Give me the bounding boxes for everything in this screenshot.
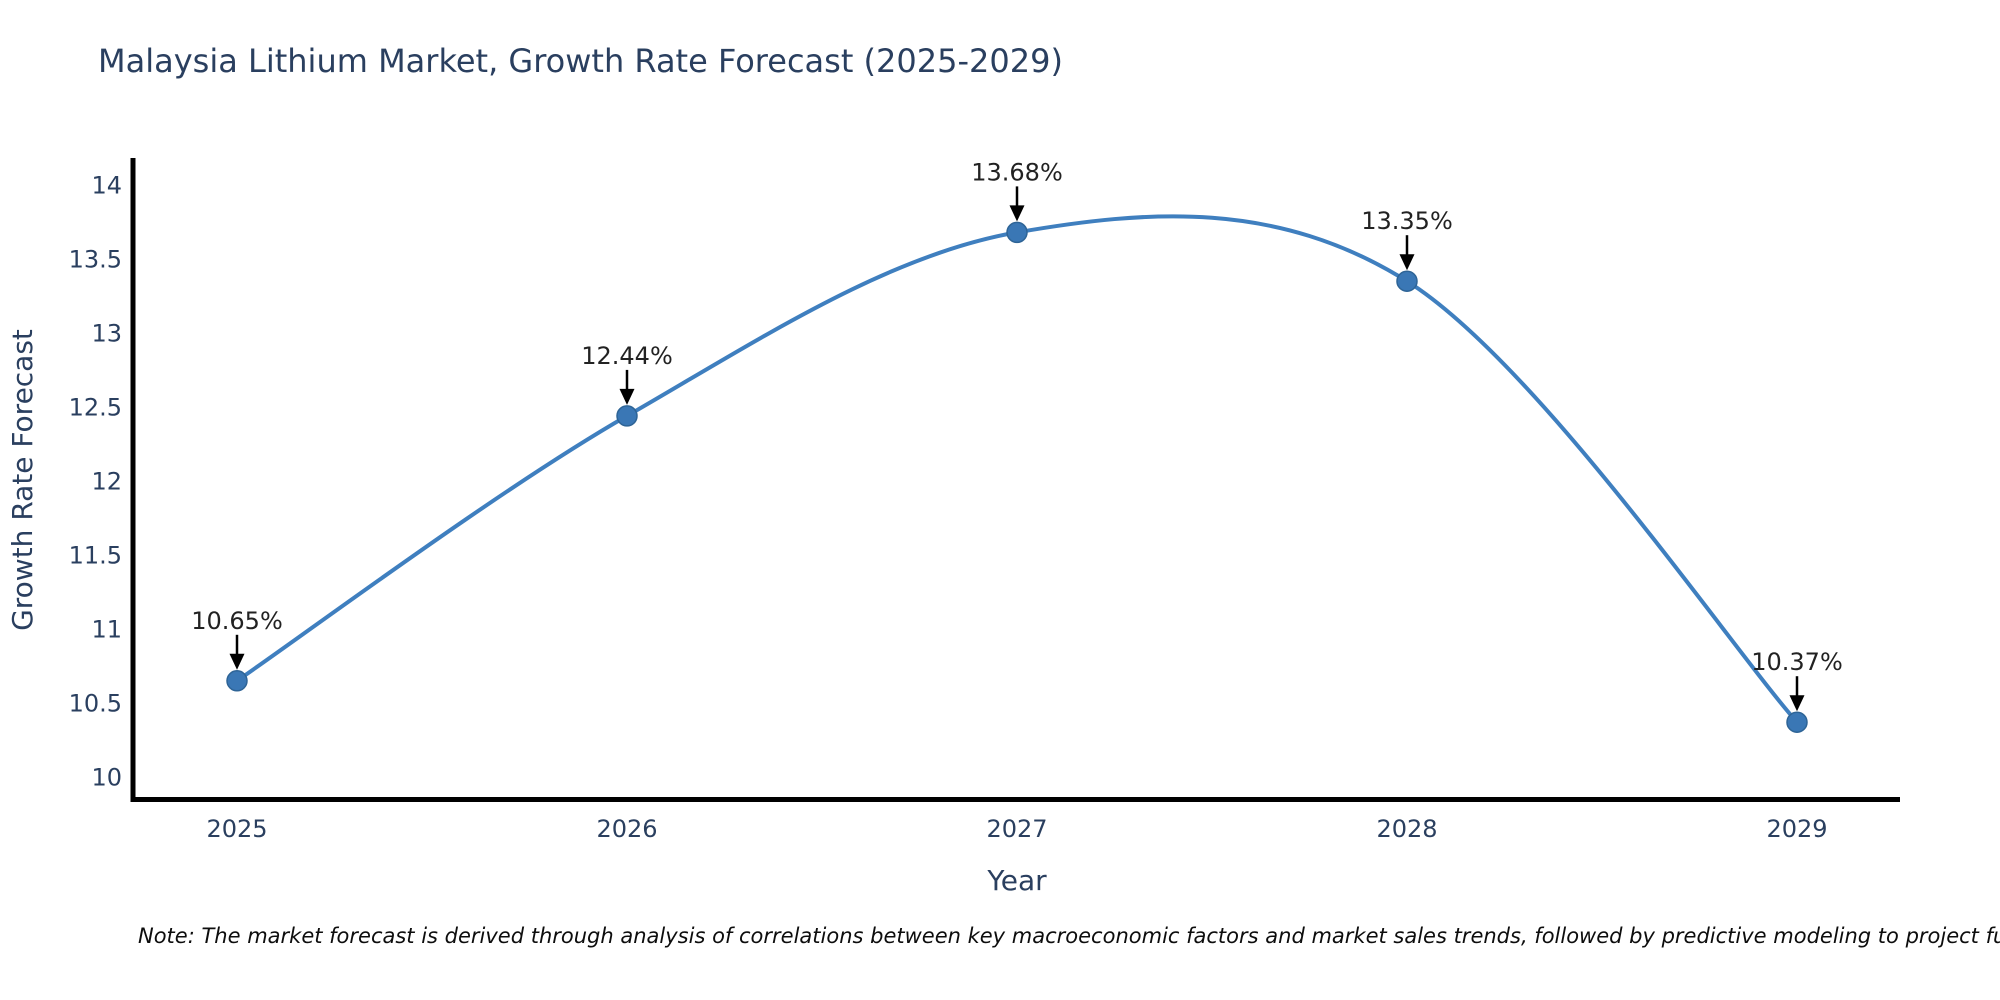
y-tick-label: 13.5 <box>69 246 122 274</box>
point-value-label: 13.68% <box>971 158 1063 186</box>
data-point-marker[interactable] <box>1786 711 1808 733</box>
y-tick-label: 11 <box>91 616 122 644</box>
y-tick-label: 12.5 <box>69 394 122 422</box>
x-axis-title: Year <box>986 864 1047 897</box>
point-value-label: 10.37% <box>1751 648 1843 676</box>
y-tick-label: 10 <box>91 764 122 792</box>
annotation-arrowhead-icon <box>1009 205 1025 222</box>
point-value-label: 10.65% <box>191 607 283 635</box>
point-annotations: 10.65% 12.44% 13.68% 13.35% 10.37% <box>191 158 1843 712</box>
x-axis-ticks: 2025 2026 2027 2028 2029 <box>206 815 1827 843</box>
y-tick-label: 11.5 <box>69 542 122 570</box>
footnote: Note: The market forecast is derived thr… <box>138 924 2000 948</box>
y-tick-label: 13 <box>91 320 122 348</box>
series-markers <box>226 221 1808 733</box>
y-axis-ticks: 14 13.5 13 12.5 12 11.5 11 10.5 10 <box>69 172 122 792</box>
y-tick-label: 12 <box>91 468 122 496</box>
data-point-marker[interactable] <box>1396 270 1418 292</box>
annotation-arrowhead-icon <box>1789 695 1805 712</box>
y-axis-title: Growth Rate Forecast <box>6 329 39 631</box>
y-tick-label: 14 <box>91 172 122 200</box>
point-value-label: 13.35% <box>1361 207 1453 235</box>
series-line <box>235 214 1799 725</box>
forecast-line <box>235 214 1799 725</box>
data-point-marker[interactable] <box>616 405 638 427</box>
x-tick-label: 2027 <box>986 815 1047 843</box>
annotation-arrowhead-icon <box>1399 254 1415 271</box>
x-tick-label: 2029 <box>1766 815 1827 843</box>
x-tick-label: 2026 <box>596 815 657 843</box>
data-point-marker[interactable] <box>226 670 248 692</box>
annotation-arrowhead-icon <box>619 388 635 405</box>
x-tick-label: 2028 <box>1376 815 1437 843</box>
point-value-label: 12.44% <box>581 342 673 370</box>
chart-title: Malaysia Lithium Market, Growth Rate For… <box>98 42 1063 80</box>
data-point-marker[interactable] <box>1006 221 1028 244</box>
x-tick-label: 2025 <box>206 815 267 843</box>
annotation-arrowhead-icon <box>229 653 245 670</box>
y-tick-label: 10.5 <box>69 690 122 718</box>
